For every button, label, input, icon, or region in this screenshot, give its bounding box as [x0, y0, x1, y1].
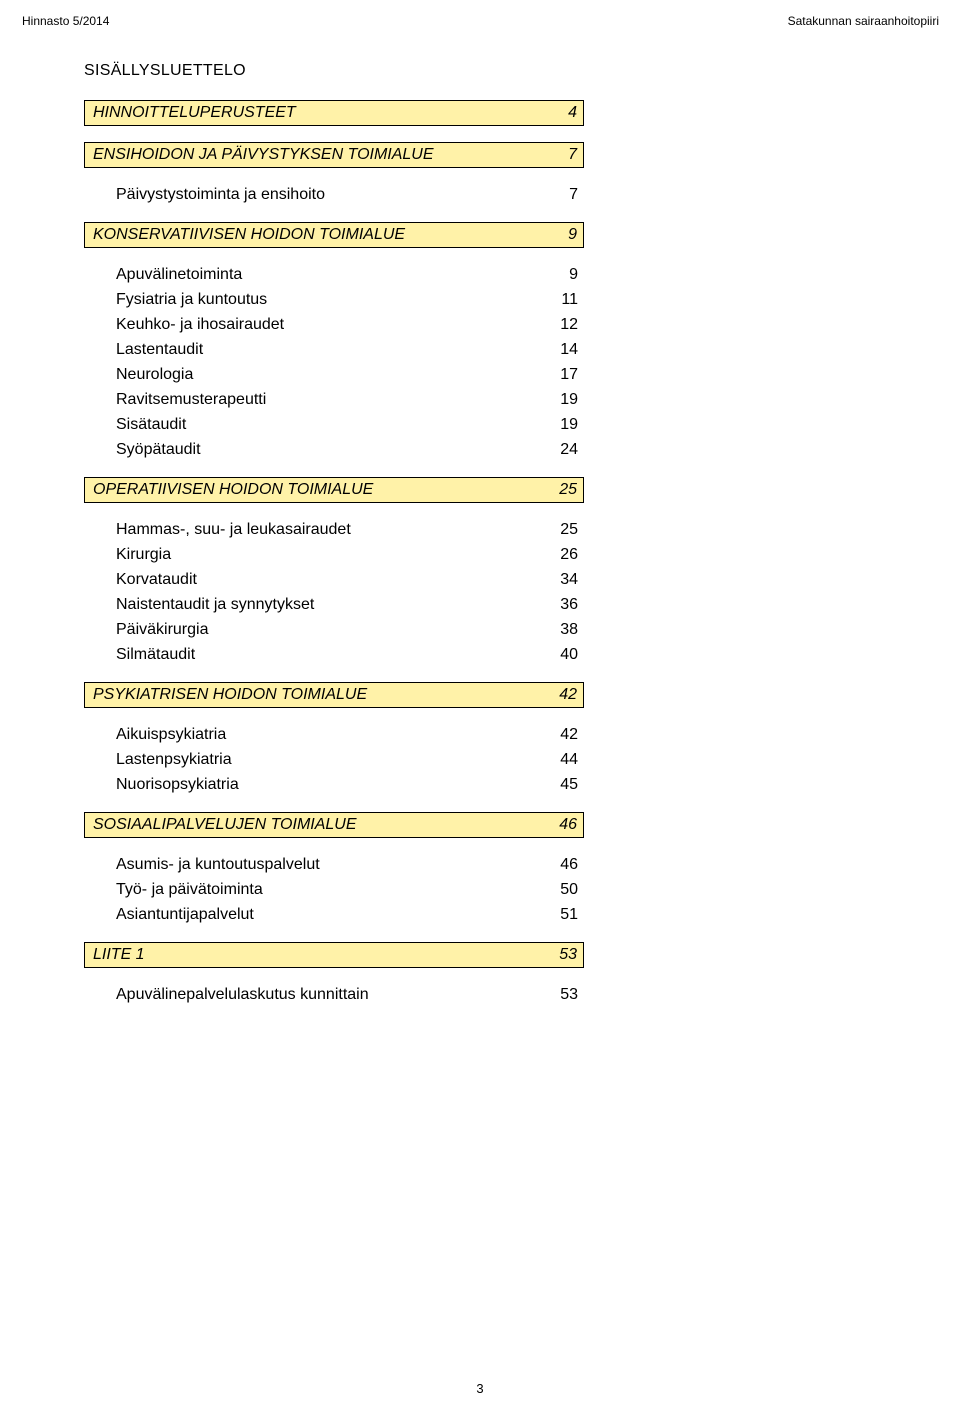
toc-item-row: Apuvälinetoiminta9 [84, 264, 784, 286]
toc-page-num: 25 [524, 477, 584, 503]
toc-page-num: 9 [524, 222, 584, 248]
toc-page-num: 44 [524, 749, 584, 771]
toc-label: Fysiatria ja kuntoutus [84, 289, 524, 311]
toc-item-row: Päiväkirurgia38 [84, 619, 784, 641]
toc-label: Syöpätaudit [84, 439, 524, 461]
toc-label: LIITE 1 [84, 942, 524, 968]
toc-item-row: Sisätaudit19 [84, 414, 784, 436]
toc-page-num: 7 [524, 142, 584, 168]
toc-item-row: Päivystystoiminta ja ensihoito7 [84, 184, 784, 206]
toc-content: SISÄLLYSLUETTELO HINNOITTELUPERUSTEET4EN… [84, 62, 784, 1009]
toc-page-num: 36 [524, 594, 584, 616]
toc-label: ENSIHOIDON JA PÄIVYSTYKSEN TOIMIALUE [84, 142, 524, 168]
toc-title: SISÄLLYSLUETTELO [84, 62, 784, 80]
toc-label: Työ- ja päivätoiminta [84, 879, 524, 901]
toc-page-num: 4 [524, 100, 584, 126]
toc-page-num: 51 [524, 904, 584, 926]
toc-section-row: HINNOITTELUPERUSTEET4 [84, 100, 784, 126]
toc-page-num: 7 [524, 184, 584, 206]
toc-page-num: 46 [524, 854, 584, 876]
toc-rows: HINNOITTELUPERUSTEET4ENSIHOIDON JA PÄIVY… [84, 100, 784, 1006]
toc-item-row: Työ- ja päivätoiminta50 [84, 879, 784, 901]
toc-item-row: Fysiatria ja kuntoutus11 [84, 289, 784, 311]
toc-section-row: SOSIAALIPALVELUJEN TOIMIALUE46 [84, 812, 784, 838]
toc-item-row: Syöpätaudit24 [84, 439, 784, 461]
toc-item-row: Nuorisopsykiatria45 [84, 774, 784, 796]
toc-item-row: Hammas-, suu- ja leukasairaudet25 [84, 519, 784, 541]
toc-section-row: ENSIHOIDON JA PÄIVYSTYKSEN TOIMIALUE7 [84, 142, 784, 168]
toc-item-row: Lastenpsykiatria44 [84, 749, 784, 771]
toc-page-num: 19 [524, 389, 584, 411]
toc-section-row: OPERATIIVISEN HOIDON TOIMIALUE25 [84, 477, 784, 503]
toc-label: Naistentaudit ja synnytykset [84, 594, 524, 616]
toc-item-row: Asiantuntijapalvelut51 [84, 904, 784, 926]
toc-page-num: 38 [524, 619, 584, 641]
toc-section-row: KONSERVATIIVISEN HOIDON TOIMIALUE9 [84, 222, 784, 248]
toc-item-row: Aikuispsykiatria42 [84, 724, 784, 746]
toc-item-row: Apuvälinepalvelulaskutus kunnittain53 [84, 984, 784, 1006]
toc-section-row: LIITE 153 [84, 942, 784, 968]
toc-label: PSYKIATRISEN HOIDON TOIMIALUE [84, 682, 524, 708]
toc-page-num: 24 [524, 439, 584, 461]
toc-item-row: Ravitsemusterapeutti19 [84, 389, 784, 411]
toc-section-row: PSYKIATRISEN HOIDON TOIMIALUE42 [84, 682, 784, 708]
toc-label: Päivystystoiminta ja ensihoito [84, 184, 524, 206]
toc-label: Kirurgia [84, 544, 524, 566]
toc-page-num: 46 [524, 812, 584, 838]
toc-label: Keuhko- ja ihosairaudet [84, 314, 524, 336]
toc-page-num: 26 [524, 544, 584, 566]
toc-page-num: 53 [524, 984, 584, 1006]
toc-page-num: 53 [524, 942, 584, 968]
toc-item-row: Neurologia17 [84, 364, 784, 386]
toc-item-row: Lastentaudit14 [84, 339, 784, 361]
toc-label: Silmätaudit [84, 644, 524, 666]
toc-item-row: Silmätaudit40 [84, 644, 784, 666]
toc-label: OPERATIIVISEN HOIDON TOIMIALUE [84, 477, 524, 503]
toc-label: Hammas-, suu- ja leukasairaudet [84, 519, 524, 541]
toc-label: KONSERVATIIVISEN HOIDON TOIMIALUE [84, 222, 524, 248]
toc-page-num: 42 [524, 682, 584, 708]
toc-page-num: 14 [524, 339, 584, 361]
toc-label: Lastentaudit [84, 339, 524, 361]
toc-page-num: 9 [524, 264, 584, 286]
toc-page-num: 40 [524, 644, 584, 666]
toc-page-num: 11 [524, 289, 584, 311]
toc-item-row: Kirurgia26 [84, 544, 784, 566]
toc-page-num: 19 [524, 414, 584, 436]
toc-label: Päiväkirurgia [84, 619, 524, 641]
toc-label: HINNOITTELUPERUSTEET [84, 100, 524, 126]
toc-label: Apuvälinepalvelulaskutus kunnittain [84, 984, 524, 1006]
toc-page-num: 45 [524, 774, 584, 796]
toc-label: Lastenpsykiatria [84, 749, 524, 771]
toc-page-num: 25 [524, 519, 584, 541]
toc-label: SOSIAALIPALVELUJEN TOIMIALUE [84, 812, 524, 838]
toc-label: Sisätaudit [84, 414, 524, 436]
toc-item-row: Korvataudit34 [84, 569, 784, 591]
toc-page-num: 17 [524, 364, 584, 386]
toc-label: Nuorisopsykiatria [84, 774, 524, 796]
toc-page-num: 12 [524, 314, 584, 336]
header-left: Hinnasto 5/2014 [22, 14, 109, 28]
toc-item-row: Keuhko- ja ihosairaudet12 [84, 314, 784, 336]
header-right: Satakunnan sairaanhoitopiiri [788, 14, 939, 28]
toc-item-row: Asumis- ja kuntoutuspalvelut46 [84, 854, 784, 876]
toc-label: Apuvälinetoiminta [84, 264, 524, 286]
page-number: 3 [476, 1381, 483, 1396]
toc-label: Asumis- ja kuntoutuspalvelut [84, 854, 524, 876]
toc-label: Neurologia [84, 364, 524, 386]
toc-label: Ravitsemusterapeutti [84, 389, 524, 411]
toc-page-num: 34 [524, 569, 584, 591]
toc-label: Aikuispsykiatria [84, 724, 524, 746]
toc-page-num: 50 [524, 879, 584, 901]
toc-page-num: 42 [524, 724, 584, 746]
toc-label: Korvataudit [84, 569, 524, 591]
toc-label: Asiantuntijapalvelut [84, 904, 524, 926]
toc-item-row: Naistentaudit ja synnytykset36 [84, 594, 784, 616]
